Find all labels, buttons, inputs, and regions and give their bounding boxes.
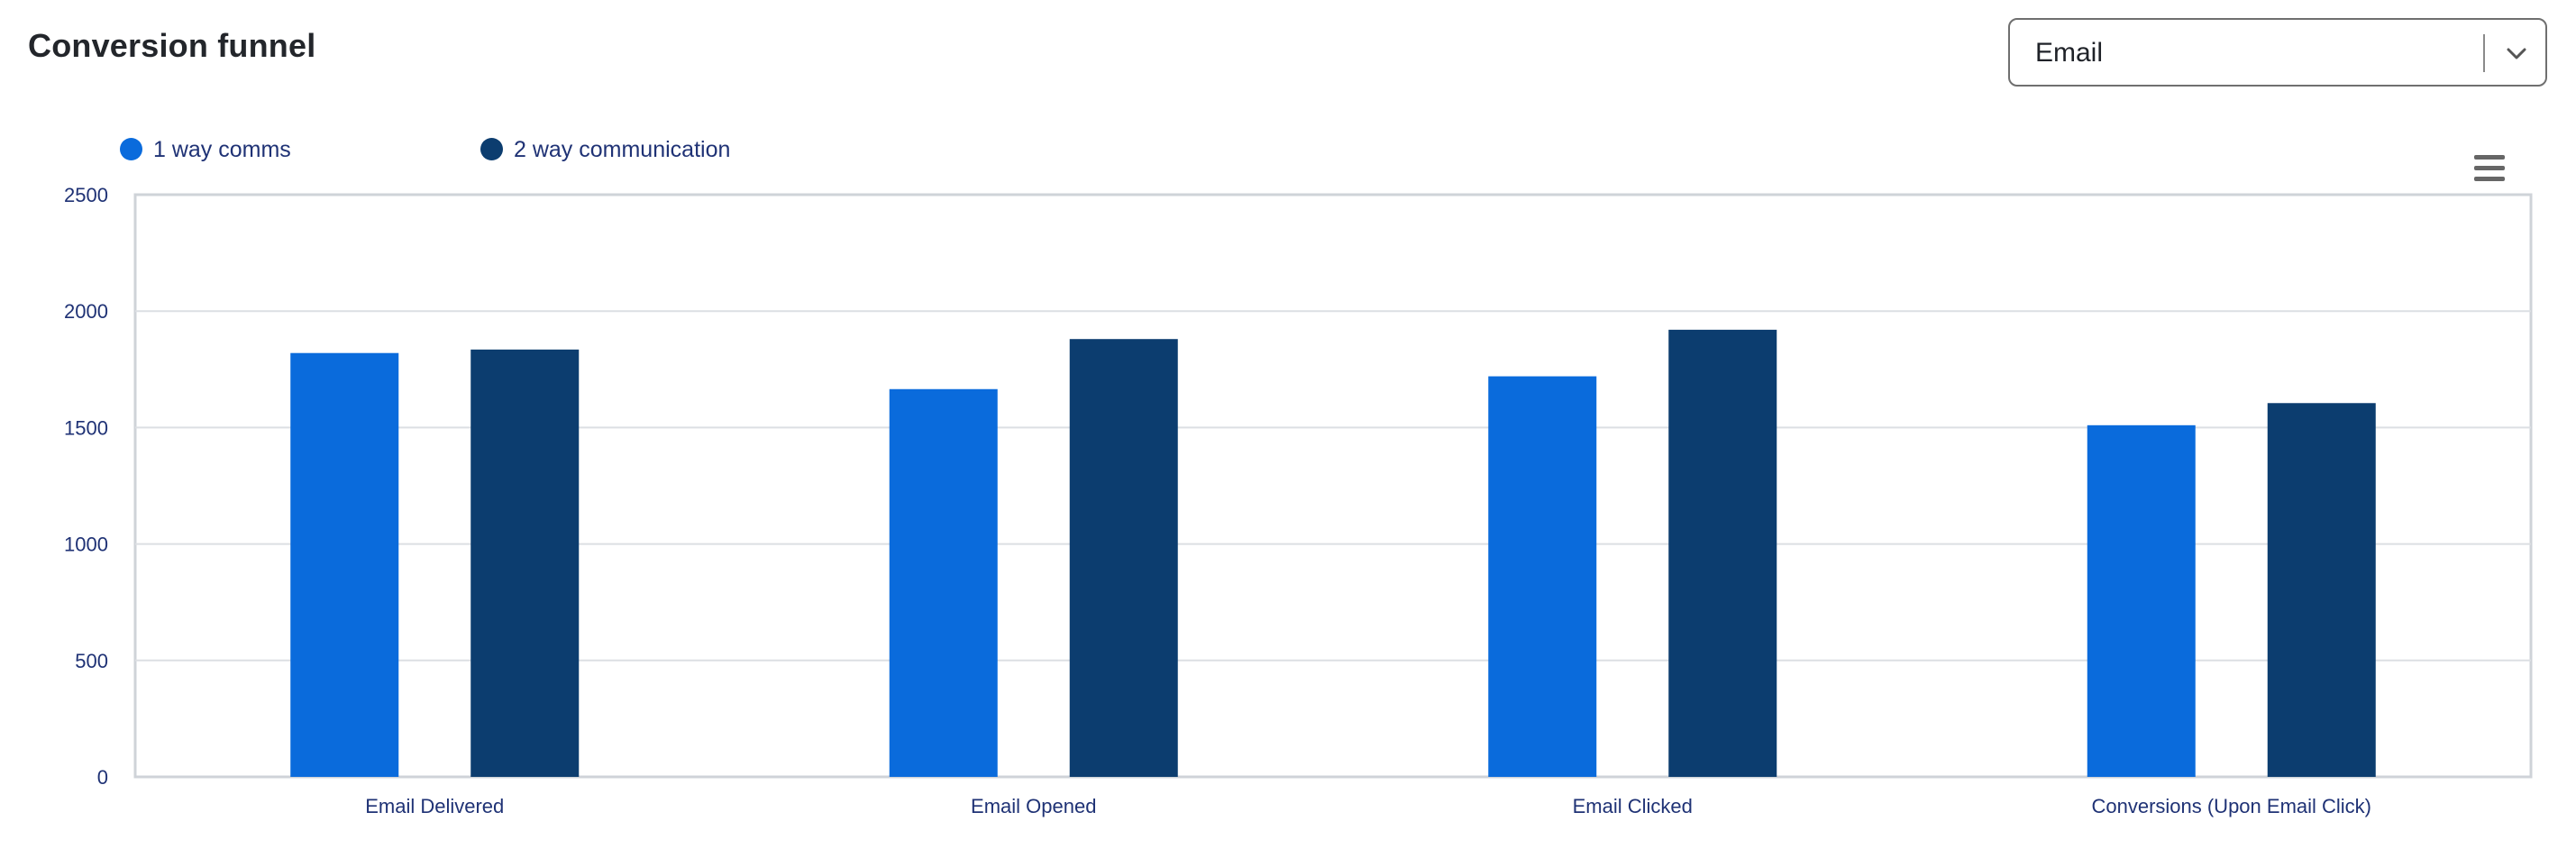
bar-1-way-comms (2087, 424, 2196, 777)
legend-dot (480, 138, 503, 160)
bar-1-way-comms (290, 352, 399, 777)
bar-2-way-communication (2267, 403, 2376, 777)
hamburger-menu-icon[interactable] (2471, 153, 2507, 184)
legend-label: 2 way communication (514, 137, 731, 162)
bar-1-way-comms (889, 388, 998, 777)
plot-frame (133, 193, 2533, 779)
legend-dot (120, 138, 142, 160)
y-tick-label: 2500 (64, 184, 108, 206)
page-title: Conversion funnel (28, 27, 316, 64)
y-tick-label: 0 (97, 766, 108, 789)
x-tick-label: Email Opened (971, 795, 1096, 817)
x-tick-label: Email Delivered (365, 795, 504, 817)
x-tick-label: Email Clicked (1573, 795, 1693, 817)
select-divider (2483, 34, 2485, 72)
y-tick-label: 1500 (64, 416, 108, 439)
bar-2-way-communication (1069, 339, 1178, 777)
chevron-down-icon[interactable] (2500, 38, 2533, 70)
y-tick-label: 1000 (64, 534, 108, 556)
bar-2-way-communication (470, 349, 580, 777)
x-tick-label: Conversions (Upon Email Click) (2091, 795, 2371, 817)
y-tick-label: 2000 (64, 300, 108, 323)
legend-label: 1 way comms (153, 137, 291, 162)
y-tick-label: 500 (75, 650, 108, 672)
bar-2-way-communication (1668, 329, 1777, 777)
channel-select[interactable]: Email (2008, 18, 2547, 87)
channel-select-value: Email (2035, 38, 2104, 68)
bar-1-way-comms (1488, 376, 1597, 777)
